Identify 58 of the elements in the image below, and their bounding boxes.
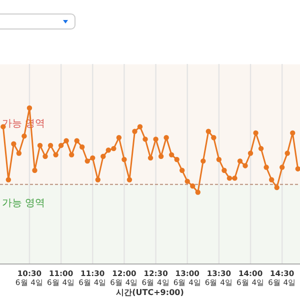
point [295,166,300,172]
point [106,148,112,153]
point [53,152,58,158]
point [42,154,48,159]
point [84,158,90,164]
point [184,178,190,184]
point [248,150,254,156]
point [153,136,158,142]
point [280,164,285,170]
point [216,156,222,162]
point [242,163,248,168]
point [68,152,74,158]
point [206,128,212,134]
point [190,183,196,189]
point [6,177,12,182]
point [26,105,32,111]
point [100,154,106,159]
point [164,135,169,140]
point [48,142,54,148]
point [58,142,64,148]
point [258,146,264,152]
band-label: 가능 영역 [2,198,46,209]
point [211,135,216,140]
point [200,158,206,164]
point [284,150,290,156]
x-axis-title: 시간(UTC+9:00) [116,288,184,297]
point [268,177,274,182]
point [122,156,127,162]
point [174,156,180,162]
point [64,138,69,144]
point [253,130,258,136]
point [264,164,269,170]
point [158,154,164,159]
point [137,124,143,130]
point [195,190,200,195]
point [111,146,116,152]
point [95,177,100,182]
point [90,155,96,161]
point [222,168,227,173]
point [16,150,22,156]
point [132,128,138,134]
point [11,141,16,146]
point [180,168,185,173]
point [148,155,154,161]
point [74,138,80,144]
point [116,135,122,140]
point [237,158,243,164]
point [290,130,296,136]
point [126,177,132,182]
point [142,136,148,142]
point [274,184,280,190]
point [226,176,232,181]
point [168,152,174,158]
point [80,144,85,150]
point [232,176,238,181]
point [37,142,43,148]
point [22,133,27,139]
point [32,168,38,173]
